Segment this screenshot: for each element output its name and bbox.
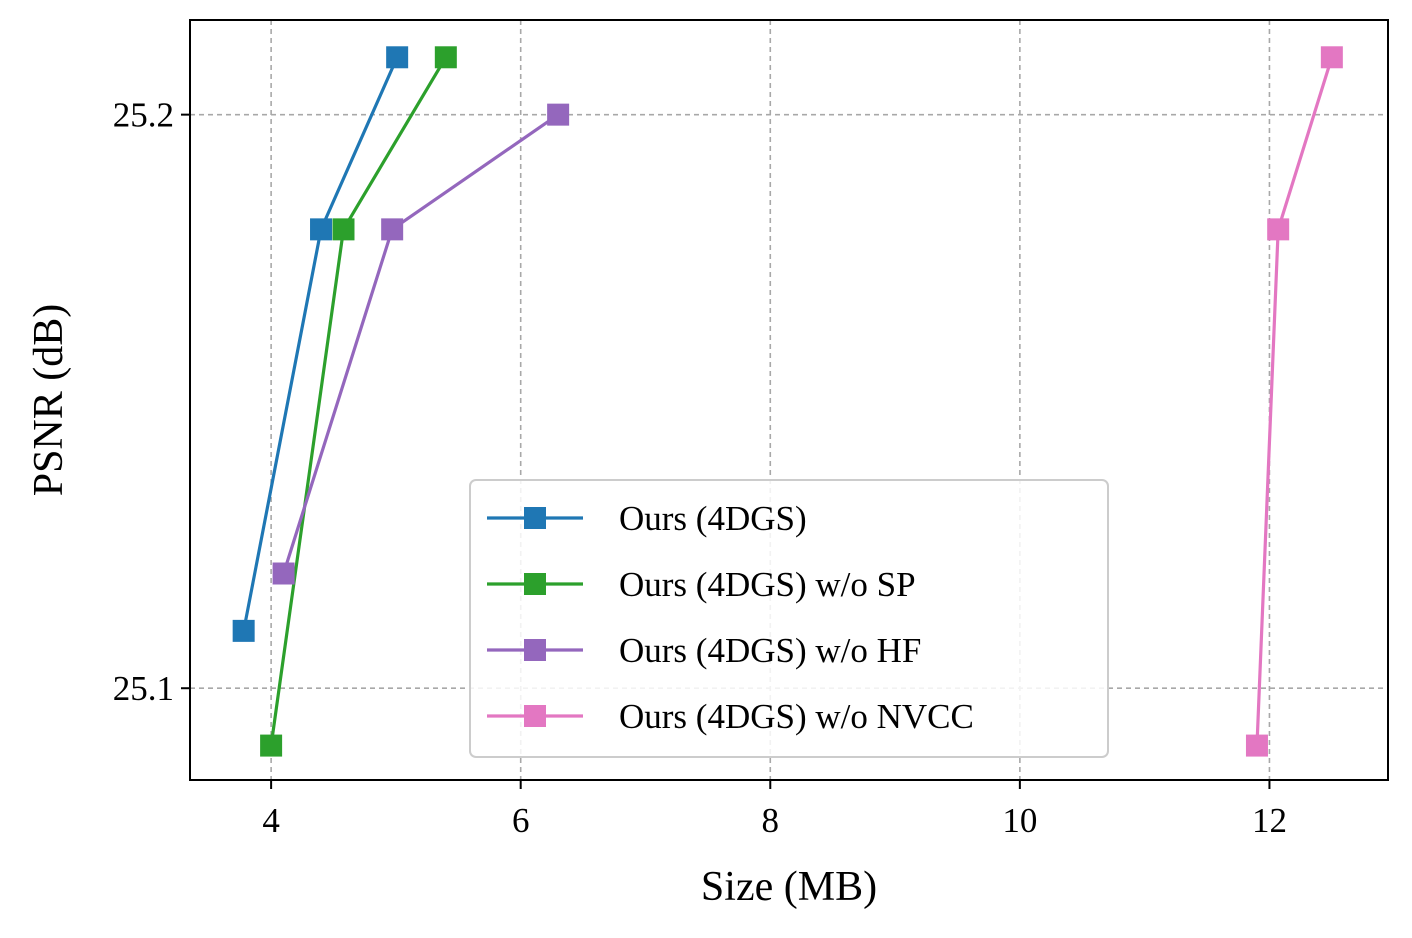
y-tick-label: 25.1 [113,669,174,708]
data-point-marker [1320,46,1343,69]
data-point-marker [332,218,355,241]
series-line [242,56,399,632]
series-4 [1245,46,1343,757]
legend-marker [524,507,546,529]
data-point-marker [434,46,457,69]
x-tick-label: 12 [1252,801,1287,840]
data-point-marker [1245,734,1268,757]
y-axis-label: PSNR (dB) [26,304,72,497]
y-tick-label: 25.2 [113,96,174,135]
data-point-marker [232,619,255,642]
series-group [232,46,1343,757]
series-3 [272,103,570,585]
series-2 [260,46,457,757]
x-tick-label: 4 [262,801,280,840]
x-tick-label: 6 [512,801,530,840]
legend-label: Ours (4DGS) w/o NVCC [619,697,974,736]
data-point-marker [1267,218,1290,241]
legend-marker [524,639,546,661]
data-point-marker [547,103,570,126]
legend-box [469,479,1109,758]
legend-entry: Ours (4DGS) [487,499,807,538]
legend-marker [524,573,546,595]
data-point-marker [310,218,333,241]
legend-label: Ours (4DGS) w/o SP [619,565,916,604]
x-axis-label: Size (MB) [701,864,877,910]
legend-entry: Ours (4DGS) w/o HF [487,631,921,670]
data-point-marker [381,218,404,241]
series-1 [232,46,409,642]
legend-entry: Ours (4DGS) w/o SP [487,565,916,604]
data-point-marker [386,46,409,69]
legend-marker [524,705,546,727]
legend-label: Ours (4DGS) w/o HF [619,631,921,670]
series-line [269,56,448,746]
legend-label: Ours (4DGS) [619,499,807,538]
x-tick-label: 8 [762,801,780,840]
legend: Ours (4DGS) Ours (4DGS) w/o SP Ours (4DGS)… [469,479,1109,758]
series-line [1255,56,1334,746]
legend-entry: Ours (4DGS) w/o NVCC [487,697,974,736]
data-point-marker [272,562,295,585]
plot-frame [189,19,1389,781]
x-tick-label: 10 [1002,801,1037,840]
data-point-marker [260,734,283,757]
axis-ticks: 4 6 8 10 12 25.1 25.2 [113,96,1287,840]
